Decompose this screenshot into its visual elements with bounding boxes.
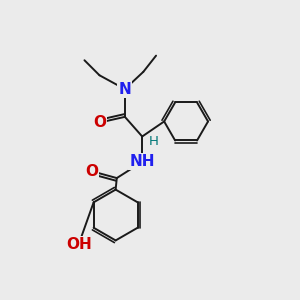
Text: H: H — [149, 135, 159, 148]
Text: O: O — [93, 115, 106, 130]
Text: OH: OH — [66, 237, 92, 252]
Text: N: N — [118, 82, 131, 97]
Text: O: O — [85, 164, 98, 178]
Text: NH: NH — [130, 154, 155, 169]
